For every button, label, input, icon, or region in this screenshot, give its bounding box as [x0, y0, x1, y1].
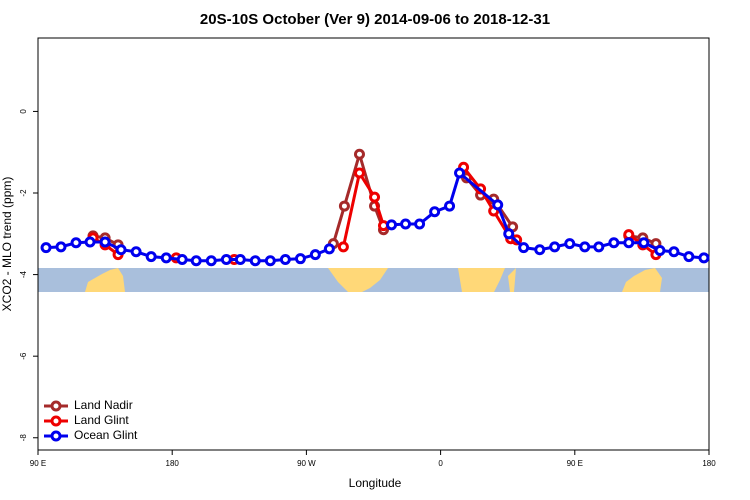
point: [698, 252, 710, 264]
point: [353, 148, 365, 160]
point: [294, 253, 306, 265]
plot-frame: [37, 37, 710, 451]
point: [534, 244, 546, 256]
point: [249, 255, 261, 267]
legend-label: Land Nadir: [74, 398, 133, 412]
point: [176, 254, 188, 266]
legend-marker: [50, 415, 62, 427]
point: [160, 252, 172, 264]
point: [337, 241, 349, 253]
point: [549, 241, 561, 253]
point: [70, 237, 82, 249]
point: [400, 218, 412, 230]
point: [492, 199, 504, 211]
point: [145, 251, 157, 263]
point: [564, 238, 576, 250]
point: [40, 242, 52, 254]
point: [593, 241, 605, 253]
y-tick-label: -6: [19, 352, 28, 360]
point: [518, 242, 530, 254]
point: [309, 249, 321, 261]
series-line: [45, 170, 705, 263]
x-tick-label: 90 E: [567, 459, 583, 468]
legend-marker: [50, 400, 62, 412]
point: [279, 254, 291, 266]
point: [190, 255, 202, 267]
point: [623, 237, 635, 249]
point: [444, 200, 456, 212]
legend-label: Ocean Glint: [74, 428, 138, 442]
x-tick-label: 180: [166, 459, 180, 468]
point: [638, 237, 650, 249]
chart-title: 20S-10S October (Ver 9) 2014-09-06 to 20…: [200, 11, 550, 28]
point: [579, 241, 591, 253]
y-tick-label: -8: [19, 434, 28, 442]
point: [414, 218, 426, 230]
point: [353, 167, 365, 179]
point: [234, 254, 246, 266]
legend-marker: [50, 430, 62, 442]
surface-strip: [38, 268, 709, 292]
point: [668, 246, 680, 258]
y-tick-label: -4: [19, 270, 28, 278]
point: [84, 236, 96, 248]
x-axis-label: Longitude: [349, 476, 402, 490]
point: [130, 246, 142, 258]
y-axis-label: XCO2 - MLO trend (ppm): [0, 177, 14, 312]
y-tick-label: 0: [19, 109, 28, 114]
point: [654, 245, 666, 257]
point: [264, 255, 276, 267]
x-tick-label: 0: [438, 459, 443, 468]
y-tick-label: -2: [19, 189, 28, 197]
point: [454, 167, 466, 179]
point: [338, 200, 350, 212]
point: [115, 244, 127, 256]
legend-label: Land Glint: [74, 413, 129, 427]
point: [503, 228, 515, 240]
x-tick-label: 90 W: [297, 459, 316, 468]
point: [369, 191, 381, 203]
point: [683, 251, 695, 263]
point: [608, 237, 620, 249]
point: [323, 243, 335, 255]
point: [99, 236, 111, 248]
point: [220, 254, 232, 266]
point: [386, 219, 398, 231]
point: [55, 241, 67, 253]
x-tick-label: 180: [702, 459, 716, 468]
x-tick-label: 90 E: [30, 459, 46, 468]
point: [429, 206, 441, 218]
point: [205, 255, 217, 267]
